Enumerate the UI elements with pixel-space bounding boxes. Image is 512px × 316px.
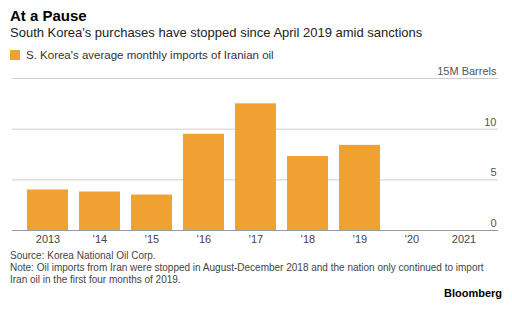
svg-text:'20: '20 [405, 233, 419, 245]
svg-text:'19: '19 [353, 233, 367, 245]
svg-text:5: 5 [490, 166, 496, 178]
svg-text:10: 10 [484, 116, 496, 128]
html-text:South Korea's purchases have s: South Korea's purchases have stopped sin… [10, 25, 423, 40]
html-text:S. Korea's average monthly imp: S. Korea's average monthly imports of Ir… [26, 49, 274, 61]
svg-text:'16: '16 [197, 233, 211, 245]
html-text:At a Pause: At a Pause [10, 7, 87, 24]
html-text:Bloomberg: Bloomberg [443, 287, 502, 299]
svg-text:2013: 2013 [36, 233, 60, 245]
svg-text:'15: '15 [145, 233, 159, 245]
svg-text:'14: '14 [93, 233, 107, 245]
svg-text:0: 0 [490, 217, 496, 229]
svg-text:2021: 2021 [452, 233, 476, 245]
svg-text:'18: '18 [301, 233, 315, 245]
svg-text:15M Barrels: 15M Barrels [437, 65, 497, 77]
svg-text:'17: '17 [249, 233, 263, 245]
html-text:Note: Oil imports from Iran we: Note: Oil imports from Iran were stopped… [10, 262, 484, 285]
html-text:Source: Korea National Oil Cor: Source: Korea National Oil Corp. [10, 250, 156, 261]
